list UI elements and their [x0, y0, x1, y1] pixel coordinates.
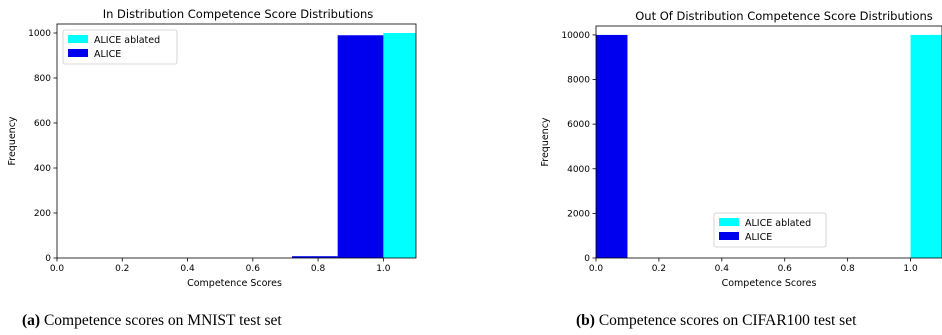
legend-swatch-alice: [68, 49, 88, 57]
x-tick-label: 0.0: [589, 264, 604, 274]
y-tick-label: 0: [584, 254, 590, 264]
y-tick-label: 800: [34, 74, 51, 84]
bar-alice-1: [337, 35, 384, 258]
y-tick-label: 400: [34, 164, 51, 174]
x-tick-label: 0.2: [652, 264, 666, 274]
x-tick-label: 0.8: [311, 264, 326, 274]
y-tick-label: 2000: [567, 209, 590, 219]
y-tick-label: 4000: [567, 165, 590, 175]
legend-label-alice: ALICE: [94, 49, 121, 60]
x-tick-label: 0.4: [180, 264, 195, 274]
legend-label-alice-ablated: ALICE ablated: [94, 35, 160, 46]
y-axis-label: Frequency: [540, 117, 551, 166]
y-tick-label: 10000: [561, 31, 590, 41]
x-tick-label: 0.4: [715, 264, 730, 274]
caption-b-label: (b): [576, 312, 595, 329]
chart-title: Out Of Distribution Competence Score Dis…: [635, 9, 933, 23]
y-tick-label: 200: [34, 209, 51, 219]
x-tick-label: 0.0: [50, 264, 65, 274]
x-tick-label: 1.0: [903, 264, 918, 274]
caption-b-text: Competence scores on CIFAR100 test set: [594, 312, 857, 329]
legend-swatch-alice-ablated: [68, 35, 88, 43]
x-tick-label: 0.8: [840, 264, 855, 274]
legend-box: [62, 29, 178, 65]
x-axis-label: Competence Scores: [187, 278, 282, 289]
x-tick-label: 1.0: [376, 264, 391, 274]
legend-box: [713, 212, 827, 248]
bar-alice-0: [291, 256, 338, 258]
caption-a-label: (a): [22, 312, 41, 329]
y-tick-label: 8000: [567, 76, 590, 86]
y-tick-label: 1000: [28, 29, 51, 39]
plot-frame: [56, 23, 417, 259]
plot-frame: [595, 25, 942, 259]
caption-a-text: Competence scores on MNIST test set: [40, 312, 282, 329]
x-tick-label: 0.6: [246, 264, 261, 274]
bar-alice-0: [596, 34, 628, 258]
y-tick-label: 6000: [567, 120, 590, 130]
x-tick-label: 0.2: [115, 264, 129, 274]
chart-in-distribution: 0.0 0.2 0.4 0.6 0.8 1.0 0 200 400 600 800 1000 In Di…: [7, 7, 417, 289]
legend-label-alice-ablated: ALICE ablated: [745, 218, 811, 229]
y-axis-label: Frequency: [7, 116, 18, 165]
x-tick-label: 0.6: [778, 264, 793, 274]
legend-label-alice: ALICE: [745, 232, 772, 243]
bar-alice-ablated-0: [383, 33, 416, 258]
chart-title: In Distribution Competence Score Distrib…: [103, 7, 374, 21]
caption-a: (a) Competence scores on MNIST test set: [22, 312, 282, 330]
caption-b: (b) Competence scores on CIFAR100 test s…: [576, 312, 856, 330]
legend-swatch-alice-ablated: [719, 218, 739, 226]
y-tick-label: 600: [34, 119, 51, 129]
x-axis-label: Competence Scores: [722, 278, 817, 289]
bar-alice-ablated-0: [910, 34, 942, 258]
legend-swatch-alice: [719, 232, 739, 240]
y-tick-label: 0: [45, 254, 51, 264]
chart-out-of-distribution: 0.0 0.2 0.4 0.6 0.8 1.0 0 2000 4000 6000 8000 10000…: [540, 9, 942, 289]
